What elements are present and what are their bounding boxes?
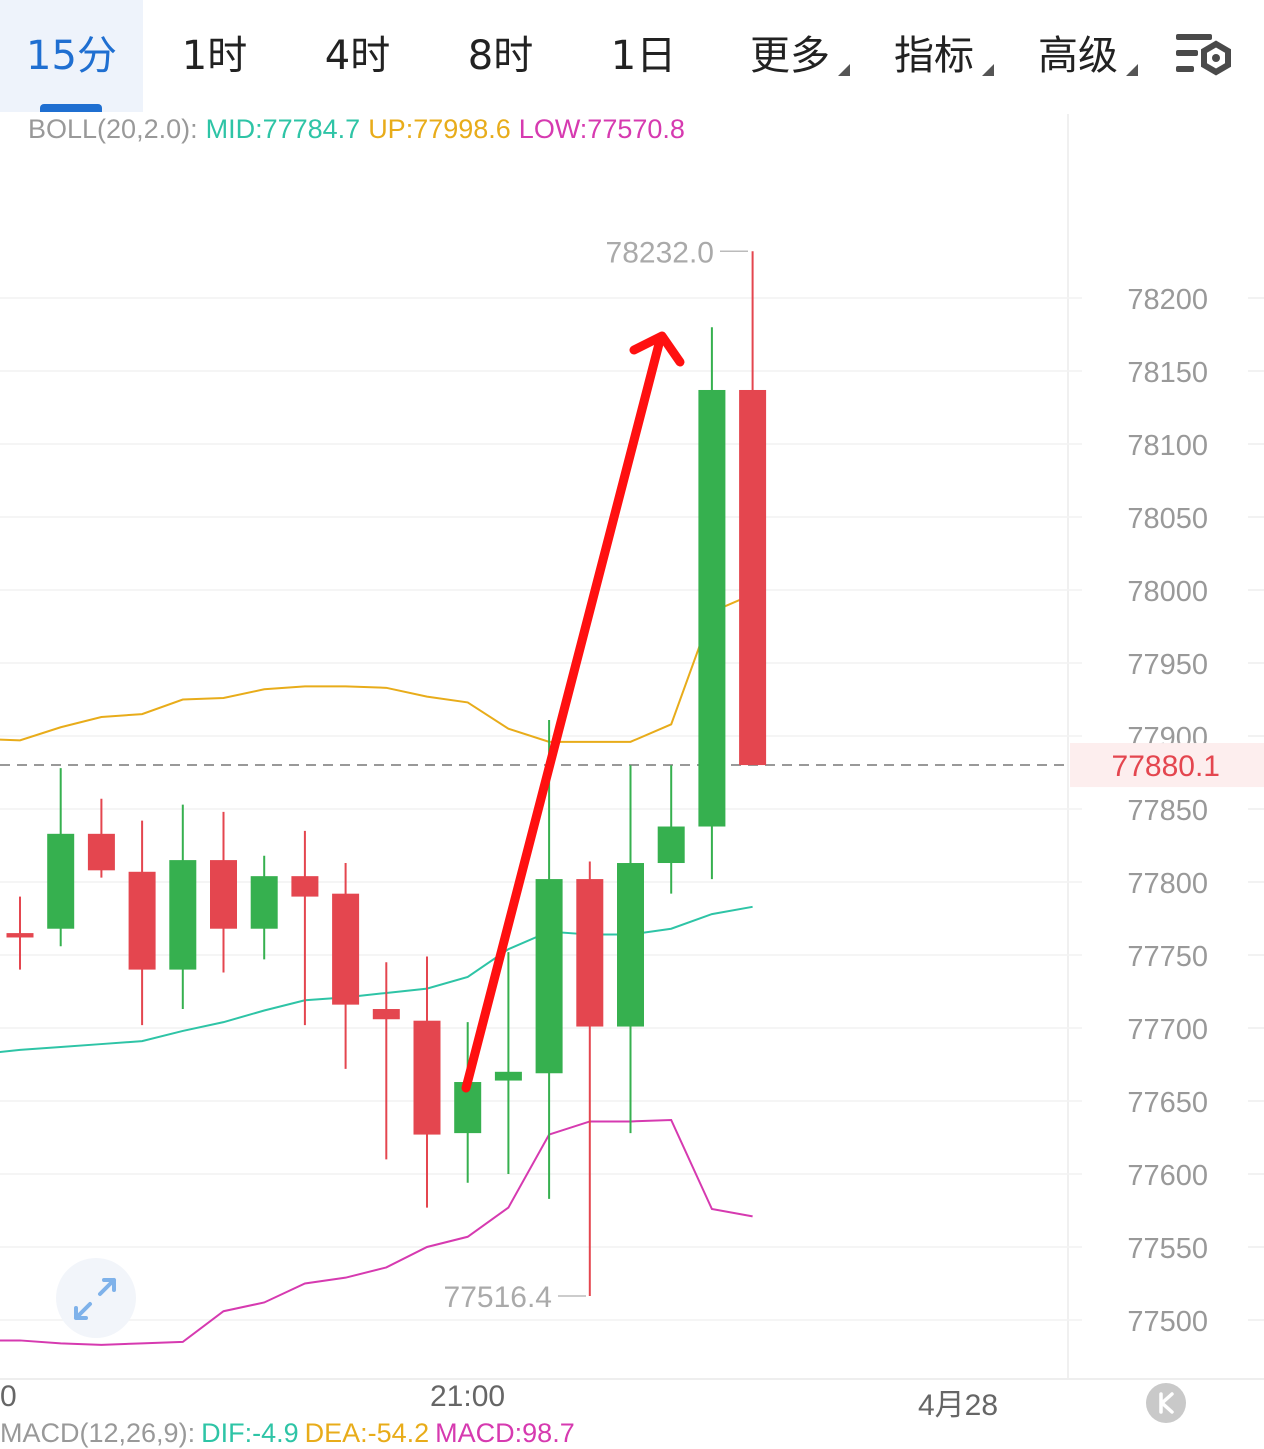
candle-body bbox=[47, 833, 75, 929]
candle bbox=[128, 820, 156, 1026]
tab-label: 15分 bbox=[26, 33, 117, 79]
x-axis-label-date: 4月28 bbox=[918, 1389, 999, 1422]
candle-body bbox=[698, 389, 726, 827]
candle bbox=[87, 798, 115, 878]
high-price-label: 78232.0 bbox=[606, 236, 714, 269]
y-axis-tick-label: 77950 bbox=[1127, 649, 1208, 681]
macd-title: MACD(12,26,9): bbox=[0, 1418, 196, 1448]
candle-body bbox=[332, 893, 360, 1005]
y-axis-tick-label: 77850 bbox=[1127, 795, 1208, 827]
candle-body bbox=[291, 876, 319, 897]
candle bbox=[47, 768, 75, 947]
candle-body bbox=[210, 860, 237, 929]
macd-value: MACD:98.7 bbox=[435, 1418, 575, 1448]
annotation-arrow-shaft bbox=[461, 335, 665, 1093]
tab-label: 1时 bbox=[181, 33, 248, 79]
tab-more-dropdown[interactable]: 更多 bbox=[730, 0, 850, 112]
expand-icon bbox=[74, 1278, 116, 1320]
current-price-tag bbox=[1070, 743, 1264, 788]
candle-body bbox=[576, 879, 604, 1027]
candle-body bbox=[128, 871, 156, 970]
y-axis-tick-label: 78000 bbox=[1127, 576, 1208, 608]
boll-upper-line bbox=[0, 593, 753, 743]
chart-settings-button[interactable] bbox=[1172, 22, 1240, 90]
x-axis-label-2100: 21:00 bbox=[430, 1380, 506, 1413]
boll-up-value: UP:77998.6 bbox=[368, 114, 511, 144]
candle bbox=[250, 855, 278, 960]
timeframe-tab-bar: 15分 1时 4时 8时 1日 更多 指标 高级 bbox=[0, 0, 1264, 112]
tab-label: 4时 bbox=[324, 33, 391, 79]
y-axis-tick-label: 77750 bbox=[1127, 941, 1208, 973]
candle bbox=[535, 719, 563, 1199]
y-axis-tick-label: 77650 bbox=[1127, 1087, 1208, 1119]
collapse-k-icon bbox=[1159, 1392, 1174, 1414]
candle bbox=[494, 952, 522, 1174]
candle-body bbox=[250, 876, 278, 929]
y-axis-tick-label: 77800 bbox=[1127, 868, 1208, 900]
boll-title: BOLL(20,2.0): bbox=[28, 114, 198, 144]
y-axis-tick-label: 77700 bbox=[1127, 1014, 1208, 1046]
y-axis-tick-label: 77550 bbox=[1127, 1233, 1208, 1265]
candle bbox=[210, 811, 237, 973]
y-axis-tick-label: 78050 bbox=[1127, 503, 1208, 535]
chevron-down-icon bbox=[838, 64, 850, 76]
candle bbox=[617, 765, 644, 1134]
tab-advanced-dropdown[interactable]: 高级 bbox=[1018, 0, 1138, 112]
candle bbox=[332, 863, 360, 1069]
tab-8hour[interactable]: 8时 bbox=[429, 0, 572, 112]
active-tab-indicator bbox=[40, 104, 102, 112]
candle bbox=[576, 861, 604, 1297]
tab-4hour[interactable]: 4时 bbox=[286, 0, 429, 112]
chevron-down-icon bbox=[1126, 64, 1138, 76]
candle bbox=[6, 896, 34, 970]
boll-mid-value: MID:77784.7 bbox=[205, 114, 361, 144]
tab-label: 8时 bbox=[467, 33, 534, 79]
candle-body bbox=[494, 1071, 522, 1081]
macd-dea-value: DEA:-54.2 bbox=[304, 1418, 430, 1448]
tab-label: 1日 bbox=[610, 33, 677, 79]
tab-1hour[interactable]: 1时 bbox=[143, 0, 286, 112]
candle-body bbox=[535, 879, 563, 1074]
candle-body bbox=[657, 826, 685, 864]
y-axis-tick-label: 77600 bbox=[1127, 1160, 1208, 1192]
candle-body bbox=[617, 863, 644, 1027]
candle bbox=[698, 327, 726, 880]
k-toggle-button[interactable] bbox=[1146, 1383, 1186, 1423]
x-axis-label-left: 0 bbox=[0, 1380, 17, 1413]
candlestick-chart[interactable]: 7820078150781007805078000779507790077850… bbox=[0, 114, 1264, 1380]
candle bbox=[413, 956, 441, 1208]
boll-lower-line bbox=[0, 1118, 753, 1346]
tab-15min[interactable]: 15分 bbox=[0, 0, 143, 112]
candle bbox=[657, 765, 685, 894]
macd-legend: MACD(12,26,9): DIF:-4.9 DEA:-54.2 MACD:98.7 bbox=[0, 1418, 581, 1449]
boll-low-value: LOW:77570.8 bbox=[518, 114, 685, 144]
tab-label: 指标 bbox=[894, 33, 974, 79]
candle-body bbox=[739, 389, 767, 766]
y-axis-tick-label: 77500 bbox=[1127, 1306, 1208, 1338]
tab-indicators-dropdown[interactable]: 指标 bbox=[874, 0, 994, 112]
tab-label: 高级 bbox=[1038, 33, 1118, 79]
candle bbox=[291, 830, 319, 1026]
tab-label: 更多 bbox=[750, 33, 830, 79]
candle-body bbox=[6, 933, 34, 938]
low-price-label: 77516.4 bbox=[444, 1281, 552, 1314]
annotation-arrow-head bbox=[629, 331, 685, 367]
candle-body bbox=[372, 1009, 400, 1020]
y-axis-tick-label: 78100 bbox=[1127, 430, 1208, 462]
macd-dif-value: DIF:-4.9 bbox=[201, 1418, 299, 1448]
candle bbox=[739, 251, 767, 766]
candle-body bbox=[87, 833, 115, 871]
fullscreen-button[interactable] bbox=[56, 1258, 136, 1338]
y-axis-tick-label: 78150 bbox=[1127, 357, 1208, 389]
tab-1day[interactable]: 1日 bbox=[572, 0, 715, 112]
candle bbox=[169, 804, 197, 1010]
candle-body bbox=[413, 1020, 441, 1135]
candle bbox=[372, 962, 400, 1160]
chart-settings-icon bbox=[1176, 34, 1231, 76]
y-axis-tick-label: 78200 bbox=[1127, 284, 1208, 316]
boll-legend: BOLL(20,2.0): MID:77784.7 UP:77998.6 LOW:77… bbox=[28, 114, 693, 145]
current-price-label: 77880.1 bbox=[1112, 750, 1220, 783]
candle-body bbox=[169, 860, 197, 970]
chevron-down-icon bbox=[982, 64, 994, 76]
